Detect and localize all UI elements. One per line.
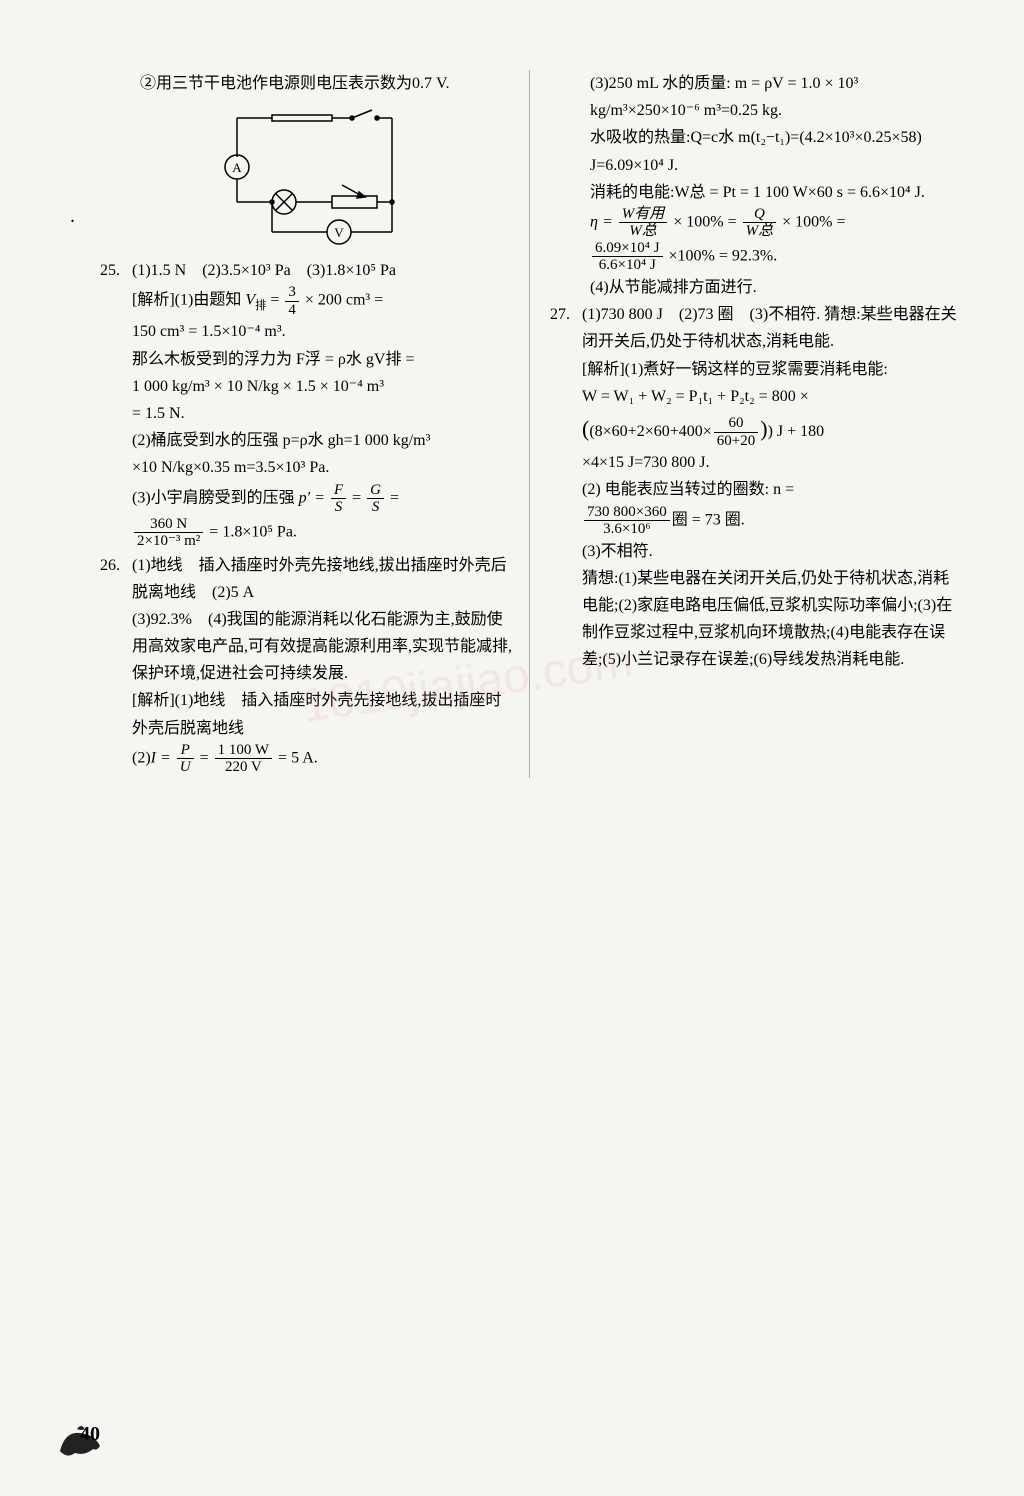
p26-continued: (3)250 mL 水的质量: m = ρV = 1.0 × 10³ kg/m³…	[550, 70, 964, 301]
p26-l1: (1)地线 插入插座时外壳先接地线,拔出插座时外壳后脱离地线 (2)5 A	[132, 552, 514, 606]
p26-ana2-res: = 5 A.	[274, 749, 318, 766]
p27-a1-l2: W = W₁ + W₂ = P₁t₁ + P₂t₂ = 800 ×	[582, 383, 964, 410]
p26-l2: (3)92.3% (4)我国的能源消耗以化石能源为主,鼓励使用高效家电产品,可有…	[132, 606, 514, 688]
frac-1100: 1 100 W220 V	[215, 742, 272, 776]
p27-ana-l1: [解析](1)煮好一锅这样的豆浆需要消耗电能:	[582, 356, 964, 383]
p27-a3-l1: (3)不相符.	[582, 538, 964, 565]
right-column: (3)250 mL 水的质量: m = ρV = 1.0 × 10³ kg/m³…	[550, 70, 964, 778]
p26-ana2: (2)I = PU = 1 100 W220 V = 5 A.	[132, 742, 514, 776]
p26-ana1-txt: (1)地线 插入插座时外壳先接地线,拔出插座时外壳后脱离地线	[132, 692, 501, 736]
left-column: ②用三节干电池作电源则电压表示数为0.7 V. A	[100, 70, 530, 778]
p26c-eta: η = W有用W总 × 100% = QW总 × 100% =	[590, 206, 964, 240]
content-area: ②用三节干电池作电源则电压表示数为0.7 V. A	[100, 70, 964, 778]
p27-a1-l3: ((8×60+2×60+400×6060+20)) J + 180	[582, 410, 964, 449]
p26c-l2: 水吸收的热量:Q=c水 m(t₂−t₁)=(4.2×10³×0.25×58) J…	[590, 124, 964, 178]
p25-vsub: 排	[255, 300, 266, 312]
bullet-dot: .	[70, 205, 75, 228]
svg-text:A: A	[232, 160, 242, 175]
p26-ana-label: [解析]	[132, 692, 175, 709]
p27-a3-l2: 猜想:(1)某些电器在关闭开关后,仍处于待机状态,消耗电能;(2)家庭电路电压偏…	[582, 565, 964, 674]
problem-num-27: 27.	[550, 301, 582, 673]
p26c-l1: (3)250 mL 水的质量: m = ρV = 1.0 × 10³ kg/m³…	[590, 70, 964, 124]
p25-a3-eq: p′ =	[299, 489, 329, 506]
p26-ana2-eq: I =	[151, 749, 175, 766]
p27-a1-l1: (1)煮好一锅这样的豆浆需要消耗电能:	[625, 361, 888, 378]
problem-body-25: (1)1.5 N (2)3.5×10³ Pa (3)1.8×10⁵ Pa [解析…	[132, 257, 514, 549]
eta-mid1: × 100% =	[669, 214, 740, 231]
p25-a3-post: =	[386, 489, 399, 506]
eta-pre: η =	[590, 214, 617, 231]
p25-answers: (1)1.5 N (2)3.5×10³ Pa (3)1.8×10⁵ Pa	[132, 257, 514, 284]
p26c-l4: (4)从节能减排方面进行.	[590, 274, 964, 301]
p25-eq: =	[266, 292, 283, 309]
p25-v: V	[245, 292, 255, 309]
p26c-l3: 消耗的电能:W总 = Pt = 1 100 W×60 s = 6.6×10⁴ J…	[590, 179, 964, 206]
p25-a3-pre: (3)小宇肩膀受到的压强	[132, 489, 299, 506]
p27-paren-pre: (8×60+2×60+400×	[589, 423, 711, 440]
problem-num-25: 25.	[100, 257, 132, 549]
p25-a3: (3)小宇肩膀受到的压强 p′ = FS = GS =	[132, 482, 514, 516]
p25-a1-l2: 150 cm³ = 1.5×10⁻⁴ m³.	[132, 318, 514, 345]
p25-a3-mid: =	[348, 489, 365, 506]
analysis-label: [解析]	[132, 292, 175, 309]
problem-num-26: 26.	[100, 552, 132, 776]
eta-res: ×100% = 92.3%.	[665, 248, 778, 265]
frac-34: 34	[285, 284, 299, 318]
frac-pu: PU	[177, 742, 194, 776]
p25-analysis-1: [解析](1)由题知 V排 = 34 × 200 cm³ =	[132, 284, 514, 318]
p26-ana1: [解析](1)地线 插入插座时外壳先接地线,拔出插座时外壳后脱离地线	[132, 687, 514, 741]
frac-730800: 730 800×3603.6×10⁶	[584, 504, 670, 538]
frac-6080: 6060+20	[714, 415, 758, 449]
eta-mid2: × 100% =	[778, 214, 845, 231]
svg-text:V: V	[334, 225, 344, 240]
problem-26: 26. (1)地线 插入插座时外壳先接地线,拔出插座时外壳后脱离地线 (2)5 …	[100, 552, 514, 776]
frac-360n: 360 N2×10⁻³ m²	[134, 516, 203, 550]
p25-a1-pre: (1)由题知	[175, 292, 246, 309]
p27-a2-l1: (2) 电能表应当转过的圈数: n =	[582, 476, 964, 503]
problem-25: 25. (1)1.5 N (2)3.5×10³ Pa (3)1.8×10⁵ Pa…	[100, 257, 514, 549]
intro-text: ②用三节干电池作电源则电压表示数为0.7 V.	[100, 70, 514, 97]
p25-a2-l2: ×10 N/kg×0.35 m=3.5×10³ Pa.	[132, 454, 514, 481]
frac-eta3: 6.09×10⁴ J6.6×10⁴ J	[592, 240, 663, 274]
p26c-eta2: 6.09×10⁴ J6.6×10⁴ J ×100% = 92.3%.	[590, 240, 964, 274]
p27-a1-l4: ×4×15 J=730 800 J.	[582, 449, 964, 476]
frac-fs: FS	[331, 482, 346, 516]
problem-body-26: (1)地线 插入插座时外壳先接地线,拔出插座时外壳后脱离地线 (2)5 A (3…	[132, 552, 514, 776]
p27-ans: (1)730 800 J (2)73 圈 (3)不相符. 猜想:某些电器在关闭开…	[582, 301, 964, 355]
p27-paren-post: ) J + 180	[768, 423, 825, 440]
problem-27: 27. (1)730 800 J (2)73 圈 (3)不相符. 猜想:某些电器…	[550, 301, 964, 673]
paren-r: )	[760, 416, 767, 441]
page-number: 40	[80, 1423, 100, 1446]
circuit-diagram: A V	[197, 107, 417, 247]
p25-a1-l4: 1 000 kg/m³ × 10 N/kg × 1.5 × 10⁻⁴ m³	[132, 373, 514, 400]
problem-body-27: (1)730 800 J (2)73 圈 (3)不相符. 猜想:某些电器在关闭开…	[582, 301, 964, 673]
frac-gs: GS	[367, 482, 384, 516]
p25-post: × 200 cm³ =	[301, 292, 383, 309]
p27-a2-res: 圈 = 73 圈.	[672, 511, 745, 528]
frac-eta1: W有用W总	[619, 206, 668, 240]
p25-a1-l3: 那么木板受到的浮力为 F浮 = ρ水 gV排 =	[132, 346, 514, 373]
p25-a1-l5: = 1.5 N.	[132, 400, 514, 427]
p27-a2-l2: 730 800×3603.6×10⁶圈 = 73 圈.	[582, 504, 964, 538]
p26-ana2-mid: =	[196, 749, 213, 766]
p27-ana-label: [解析]	[582, 361, 625, 378]
frac-eta2: QW总	[743, 206, 777, 240]
p25-a3-res: = 1.8×10⁵ Pa.	[205, 523, 297, 540]
p25-a3-l2: 360 N2×10⁻³ m² = 1.8×10⁵ Pa.	[132, 516, 514, 550]
p26-ana2-pre: (2)	[132, 749, 151, 766]
p25-a2-l1: (2)桶底受到水的压强 p=ρ水 gh=1 000 kg/m³	[132, 427, 514, 454]
